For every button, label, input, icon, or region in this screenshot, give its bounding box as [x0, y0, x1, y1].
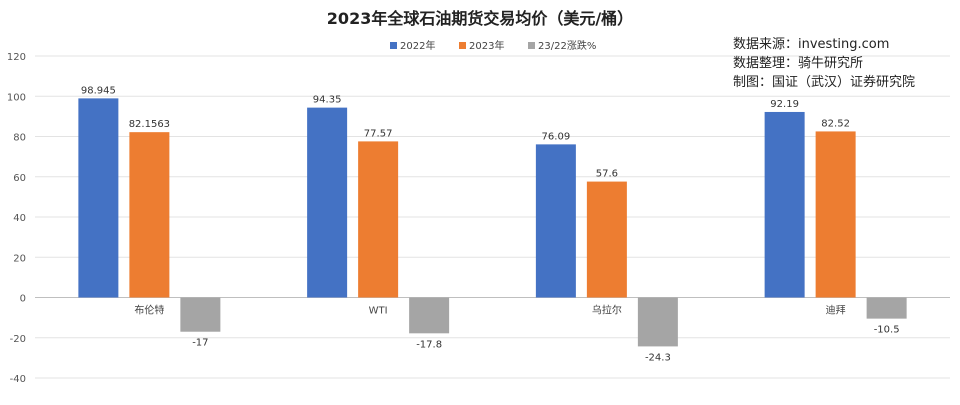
data-label: -17.8 — [416, 339, 442, 350]
y-tick-label: -20 — [10, 334, 26, 345]
y-tick-label: 60 — [13, 173, 26, 184]
bar — [764, 111, 805, 298]
bar — [637, 297, 678, 347]
bars: 98.945 82.1563 -17 94.35 77.57 -17.8 76.09 57.6… — [78, 85, 907, 363]
legend-label: 23/22涨跌% — [538, 39, 596, 52]
data-label: -10.5 — [874, 325, 900, 336]
y-tick-label: -40 — [10, 374, 26, 385]
data-label: 98.945 — [81, 85, 116, 96]
legend-label: 2023年 — [469, 39, 504, 52]
y-tick-label: 20 — [13, 253, 26, 264]
legend-label: 2022年 — [400, 39, 435, 52]
y-tick-label: 80 — [13, 133, 26, 144]
y-tick-label: 100 — [7, 92, 26, 103]
source-note-line1: 数据来源：investing.com — [733, 37, 890, 52]
data-label: 82.1563 — [129, 119, 170, 130]
bar — [180, 297, 221, 332]
data-label: 77.57 — [364, 128, 393, 139]
legend-swatch — [390, 42, 397, 49]
bar — [358, 141, 399, 298]
bar — [535, 144, 576, 298]
x-axis: 布伦特 WTI 乌拉尔 迪拜 — [134, 304, 845, 317]
x-category-label: 乌拉尔 — [592, 304, 622, 317]
bar — [866, 297, 907, 319]
y-axis: 120 100 80 60 40 20 0 -20 -40 — [7, 52, 26, 385]
chart-title: 2023年全球石油期货交易均价（美元/桶） — [327, 9, 633, 28]
legend-swatch — [459, 42, 466, 49]
legend-swatch — [528, 42, 535, 49]
legend: 2022年 2023年 23/22涨跌% — [390, 39, 596, 52]
data-label: 82.52 — [821, 118, 850, 129]
data-label: 92.19 — [770, 99, 799, 110]
y-tick-label: 0 — [20, 294, 26, 305]
gridlines — [35, 55, 950, 379]
data-label: 57.6 — [596, 169, 618, 180]
y-tick-label: 120 — [7, 52, 26, 63]
y-tick-label: 40 — [13, 213, 26, 224]
source-note-line2: 数据整理：骑牛研究所 — [733, 56, 864, 71]
bar — [129, 132, 170, 298]
data-label: 94.35 — [313, 95, 342, 106]
bar — [78, 98, 119, 298]
bar — [815, 131, 856, 298]
x-category-label: 迪拜 — [826, 305, 846, 317]
data-label: 76.09 — [542, 131, 571, 142]
data-label: -24.3 — [645, 352, 671, 363]
x-category-label: WTI — [369, 306, 388, 317]
bar — [409, 297, 450, 334]
bar — [307, 107, 348, 298]
x-category-label: 布伦特 — [134, 304, 164, 317]
data-label: -17 — [192, 338, 208, 349]
bar — [586, 181, 627, 298]
source-note-line3: 制图：国证（武汉）证券研究院 — [733, 75, 916, 90]
